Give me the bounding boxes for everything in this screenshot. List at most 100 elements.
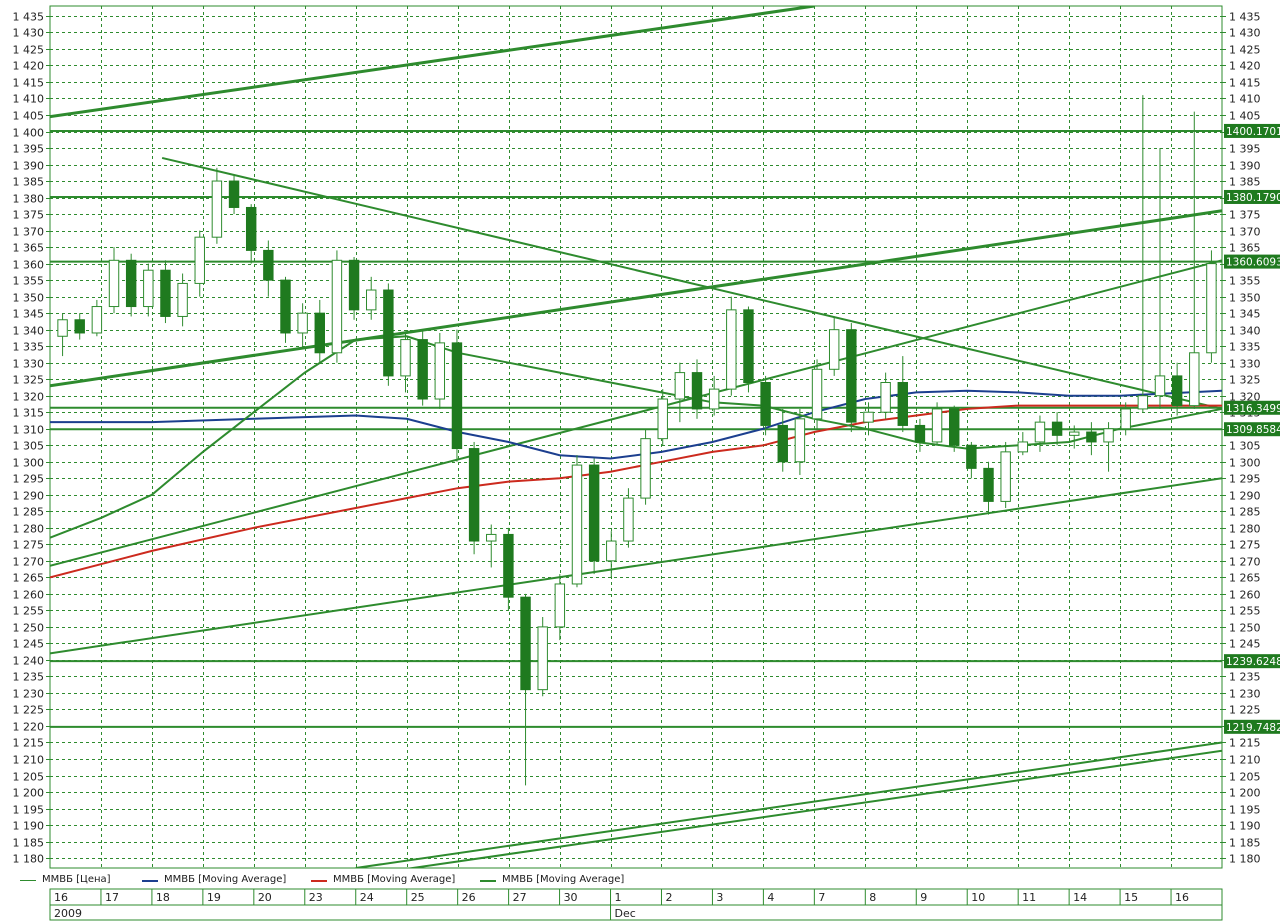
candle-body-down xyxy=(588,464,600,562)
y-tick-label-left: 1 415 xyxy=(13,77,45,90)
level-label: 1239.6248 xyxy=(1226,656,1280,668)
day-label: 20 xyxy=(258,891,272,904)
y-tick-label-right: 1 230 xyxy=(1229,688,1261,701)
candle-body-down xyxy=(520,596,531,691)
candle-body-up xyxy=(297,312,308,334)
candle-body-down xyxy=(760,382,771,426)
y-tick-label-left: 1 365 xyxy=(13,242,45,255)
candle-body-up xyxy=(143,269,154,308)
candle-body-up xyxy=(674,372,686,400)
candle-body-down xyxy=(1171,375,1183,407)
level-label: 1316.3499 xyxy=(1226,403,1280,415)
candle-body-down xyxy=(1051,421,1063,436)
candle-body-up xyxy=(1120,408,1131,430)
y-tick-label-left: 1 230 xyxy=(13,688,45,701)
y-tick-label-right: 1 250 xyxy=(1229,622,1261,635)
candle-body-up xyxy=(794,418,806,463)
y-tick-label-right: 1 365 xyxy=(1229,242,1261,255)
candle-body-down xyxy=(245,206,257,251)
y-tick-label-left: 1 305 xyxy=(13,440,45,453)
day-label: 26 xyxy=(462,891,476,904)
candle-body-up xyxy=(486,533,497,542)
candle-body-up xyxy=(828,329,840,370)
y-tick-label-left: 1 200 xyxy=(13,787,45,800)
y-tick-label-left: 1 370 xyxy=(13,226,45,239)
y-tick-label-left: 1 330 xyxy=(13,358,45,371)
moving-average-line xyxy=(50,404,1222,579)
level-label: 1360.6093 xyxy=(1226,257,1280,269)
candle-body-up xyxy=(931,408,943,443)
y-tick-label-right: 1 395 xyxy=(1229,143,1261,156)
candle-body-down xyxy=(468,448,480,542)
y-tick-label-right: 1 435 xyxy=(1229,11,1261,24)
candle-body-down xyxy=(743,309,754,384)
y-tick-label-left: 1 350 xyxy=(13,292,45,305)
level-label-box xyxy=(1224,719,1280,734)
candle-body-up xyxy=(1189,352,1200,407)
candle-body-down xyxy=(897,382,908,426)
y-tick-label-left: 1 340 xyxy=(13,325,45,338)
y-tick-label-left: 1 325 xyxy=(13,374,45,387)
y-tick-label-right: 1 290 xyxy=(1229,490,1261,503)
candle-body-up xyxy=(331,259,343,354)
candle-body-up xyxy=(434,342,446,400)
y-tick-label-right: 1 295 xyxy=(1229,473,1261,486)
y-tick-label-right: 1 305 xyxy=(1229,440,1261,453)
y-tick-label-left: 1 435 xyxy=(13,11,45,24)
y-tick-label-left: 1 360 xyxy=(13,259,45,272)
y-tick-label-right: 1 275 xyxy=(1229,539,1261,552)
y-tick-label-left: 1 290 xyxy=(13,490,45,503)
y-tick-label-right: 1 325 xyxy=(1229,374,1261,387)
candle-body-down xyxy=(451,342,463,450)
y-tick-label-right: 1 355 xyxy=(1229,275,1261,288)
candle-body-down xyxy=(125,259,137,308)
y-tick-label-left: 1 405 xyxy=(13,110,45,123)
candle-body-up xyxy=(863,411,874,423)
y-tick-label-right: 1 190 xyxy=(1229,820,1261,833)
candle-body-up xyxy=(108,259,120,308)
legend-label: ММВБ [Цена] xyxy=(42,874,111,885)
candle-body-down xyxy=(280,279,291,334)
candle-body-down xyxy=(348,259,360,311)
y-tick-label-left: 1 225 xyxy=(13,704,45,717)
candle-body-down xyxy=(914,424,926,443)
day-label: 4 xyxy=(767,891,774,904)
y-tick-label-left: 1 295 xyxy=(13,473,45,486)
candle-body-down xyxy=(1086,431,1097,443)
day-label: 10 xyxy=(971,891,985,904)
y-tick-label-right: 1 385 xyxy=(1229,176,1261,189)
y-tick-label-left: 1 250 xyxy=(13,622,45,635)
y-tick-label-right: 1 270 xyxy=(1229,556,1261,569)
day-label: 14 xyxy=(1073,891,1087,904)
candle-body-up xyxy=(194,236,205,284)
candle-body-down xyxy=(691,372,703,410)
y-tick-label-right: 1 260 xyxy=(1229,589,1261,602)
candle-body-down xyxy=(263,249,274,281)
y-tick-label-right: 1 420 xyxy=(1229,60,1261,73)
y-tick-label-left: 1 400 xyxy=(13,127,45,140)
y-tick-label-left: 1 430 xyxy=(13,27,45,40)
y-tick-label-right: 1 345 xyxy=(1229,308,1261,321)
y-tick-label-right: 1 340 xyxy=(1229,325,1261,338)
y-tick-label-left: 1 345 xyxy=(13,308,45,321)
day-label: 1 xyxy=(615,891,622,904)
candle-body-up xyxy=(657,398,668,440)
y-tick-label-left: 1 390 xyxy=(13,160,45,173)
candle-body-up xyxy=(366,289,377,311)
y-tick-label-right: 1 330 xyxy=(1229,358,1261,371)
y-tick-label-left: 1 315 xyxy=(13,407,45,420)
y-tick-label-right: 1 370 xyxy=(1229,226,1261,239)
y-tick-label-right: 1 410 xyxy=(1229,93,1261,106)
day-label: 17 xyxy=(105,891,119,904)
legend-swatch xyxy=(311,880,327,882)
candle-body-down xyxy=(503,533,514,598)
legend-swatch xyxy=(20,880,36,881)
y-tick-label-right: 1 415 xyxy=(1229,77,1261,90)
y-tick-label-right: 1 425 xyxy=(1229,44,1261,57)
candle-body-down xyxy=(417,339,428,400)
candle-body-down xyxy=(949,408,960,446)
y-tick-label-left: 1 220 xyxy=(13,721,45,734)
month-label: 2009 xyxy=(54,907,82,920)
y-tick-label-right: 1 210 xyxy=(1229,754,1261,767)
